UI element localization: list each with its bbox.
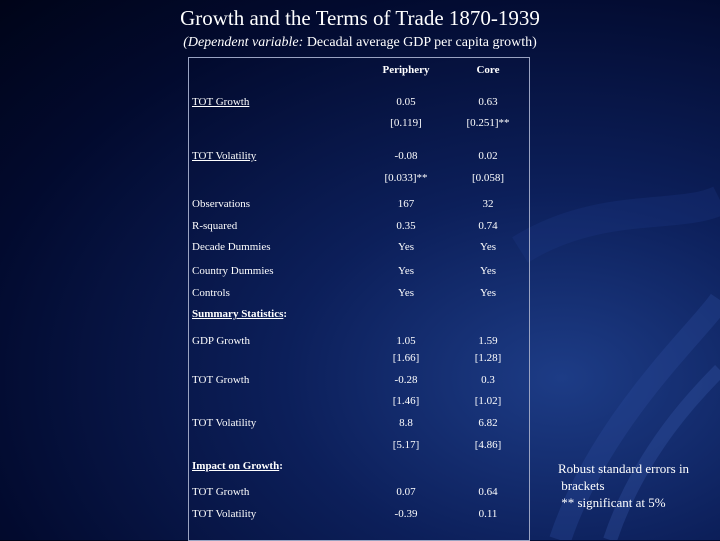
periphery-value: 8.8 [399, 417, 413, 429]
periphery-value: Yes [397, 241, 414, 253]
core-value: 6.82 [478, 417, 498, 429]
periphery-value: 0.05 [396, 96, 416, 108]
core-value: 0.74 [478, 220, 498, 232]
core-value: [1.28] [474, 352, 502, 364]
core-value: Yes [479, 241, 496, 253]
header-core: Core [476, 64, 500, 76]
periphery-value: 0.07 [396, 486, 416, 498]
slide-subtitle: (Dependent variable: Decadal average GDP… [0, 35, 720, 51]
row-label: Observations [192, 198, 251, 210]
periphery-value: -0.39 [394, 508, 418, 520]
periphery-value: 167 [397, 198, 415, 210]
periphery-value: [5.17] [392, 439, 420, 451]
row-label: TOT Volatility [192, 417, 257, 429]
periphery-value: Yes [397, 287, 414, 299]
periphery-value: -0.08 [394, 150, 418, 162]
core-value: Yes [479, 287, 496, 299]
core-value: 1.59 [478, 335, 498, 347]
periphery-value: [1.46] [392, 395, 420, 407]
section-heading-suffix: : [283, 308, 288, 320]
row-label: TOT Growth [192, 96, 250, 108]
row-label: R-squared [192, 220, 238, 232]
row-label: Controls [192, 287, 230, 299]
row-label: TOT Growth [192, 486, 250, 498]
row-label: GDP Growth [192, 335, 250, 347]
core-value: 0.02 [478, 150, 498, 162]
header-periphery: Periphery [382, 64, 430, 76]
periphery-value: [0.119] [390, 117, 422, 129]
footnote-line: ** significant at 5% [558, 495, 666, 510]
periphery-value: Yes [397, 265, 414, 277]
core-value: [1.02] [474, 395, 502, 407]
footnote-line: Robust standard errors in [558, 461, 690, 476]
footnote: Robust standard errors in brackets ** si… [558, 460, 689, 511]
core-value: 0.63 [478, 96, 498, 108]
periphery-value: 0.35 [396, 220, 416, 232]
core-value: 0.3 [481, 374, 495, 386]
row-label: TOT Volatility [192, 508, 257, 520]
periphery-value: [0.033]** [384, 172, 428, 184]
core-value: Yes [479, 265, 496, 277]
footnote-line: brackets [558, 478, 605, 493]
row-label: TOT Volatility [192, 150, 257, 162]
core-value: 0.11 [478, 508, 498, 520]
row-label: Country Dummies [192, 265, 274, 277]
periphery-value: [1.66] [392, 352, 420, 364]
subtitle-italic: (Dependent variable: [183, 35, 304, 50]
slide-title: Growth and the Terms of Trade 1870-1939 [180, 6, 540, 30]
core-value: [0.251]** [466, 117, 510, 129]
core-value: 0.64 [478, 486, 498, 498]
core-value: [0.058] [471, 172, 505, 184]
section-heading-suffix: : [279, 460, 283, 472]
section-heading-label: Impact on Growth [192, 460, 280, 472]
section-heading-label: Summary Statistics [192, 308, 284, 320]
core-value: [4.86] [474, 439, 502, 451]
subtitle-rest: Decadal average GDP per capita growth) [303, 35, 537, 50]
periphery-value: 1.05 [396, 335, 416, 347]
periphery-value: -0.28 [394, 374, 418, 386]
core-value: 32 [482, 198, 494, 210]
section-heading-impact: Impact on Growth: [192, 460, 283, 472]
row-label: TOT Growth [192, 374, 250, 386]
row-label: Decade Dummies [192, 241, 271, 253]
section-heading-summary: Summary Statistics: [192, 308, 287, 320]
